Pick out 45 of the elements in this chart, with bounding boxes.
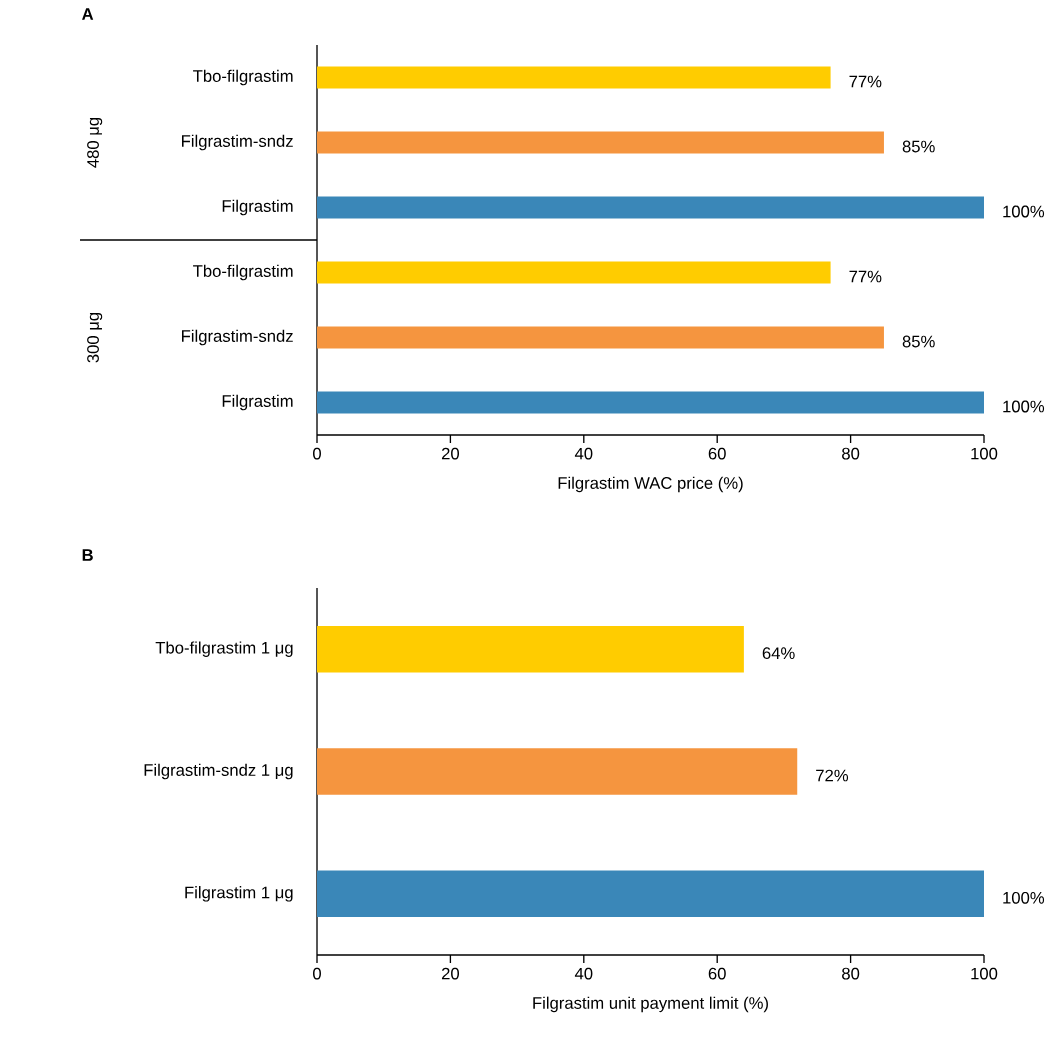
- x-tick-label: 20: [441, 967, 460, 980]
- bar: [317, 131, 884, 154]
- data-label: 64%: [762, 647, 795, 660]
- data-label: 100%: [1003, 891, 1045, 904]
- data-label: 77%: [849, 75, 882, 88]
- y-tick-label: Filgrastim-sndz: [182, 329, 293, 346]
- y-tick-label: Filgrastim 1 μg: [185, 886, 293, 902]
- x-tick-label: 80: [842, 447, 860, 460]
- x-tick-label: 80: [842, 967, 860, 980]
- x-axis-title: Filgrastim WAC price (%): [558, 476, 743, 493]
- text: B: [82, 549, 93, 561]
- data-label: 100%: [1003, 400, 1045, 413]
- x-tick-label: 20: [441, 447, 460, 460]
- bar: [317, 391, 984, 414]
- x-tick-label: 40: [574, 967, 593, 980]
- text: 480 μg: [87, 117, 103, 168]
- x-tick-label: 60: [708, 447, 726, 460]
- x-axis-title: Filgrastim unit payment limit (%): [533, 996, 768, 1013]
- x-tick-label: 0: [313, 967, 321, 980]
- data-label: 85%: [902, 140, 935, 153]
- bar: [317, 66, 831, 89]
- x-tick-label: 100: [971, 447, 998, 460]
- y-tick-label: Filgrastim-sndz 1 μg: [144, 763, 293, 780]
- y-tick-label: Filgrastim-sndz: [182, 134, 293, 151]
- text: A: [82, 8, 94, 20]
- y-tick-label: Filgrastim: [222, 199, 293, 216]
- bar: [317, 326, 884, 349]
- bar: [317, 748, 798, 795]
- bar: [317, 870, 984, 918]
- x-tick-label: 40: [574, 447, 593, 460]
- bar: [317, 625, 744, 673]
- bar: [317, 261, 831, 284]
- x-tick-label: 100: [971, 967, 998, 980]
- y-tick-label: Tbo-filgrastim: [193, 69, 293, 86]
- data-label: 72%: [816, 769, 849, 782]
- x-tick-label: 60: [708, 967, 726, 980]
- bar: [317, 196, 984, 219]
- y-tick-label: Tbo-filgrastim 1 μg: [155, 641, 293, 657]
- data-label: 77%: [849, 270, 882, 283]
- y-tick-label: Tbo-filgrastim: [193, 264, 293, 281]
- text: 300 μg: [87, 312, 103, 363]
- y-tick-label: Filgrastim: [222, 394, 293, 411]
- x-tick-label: 0: [313, 447, 321, 460]
- data-label: 100%: [1003, 205, 1045, 218]
- data-label: 85%: [902, 335, 935, 348]
